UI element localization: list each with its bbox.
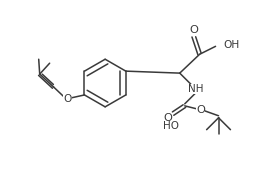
Text: HO: HO	[163, 121, 179, 131]
Text: NH: NH	[188, 84, 204, 94]
Text: O: O	[189, 26, 198, 35]
Text: O: O	[196, 105, 205, 115]
Text: O: O	[163, 113, 172, 123]
Text: OH: OH	[224, 40, 240, 50]
Text: O: O	[63, 94, 72, 104]
